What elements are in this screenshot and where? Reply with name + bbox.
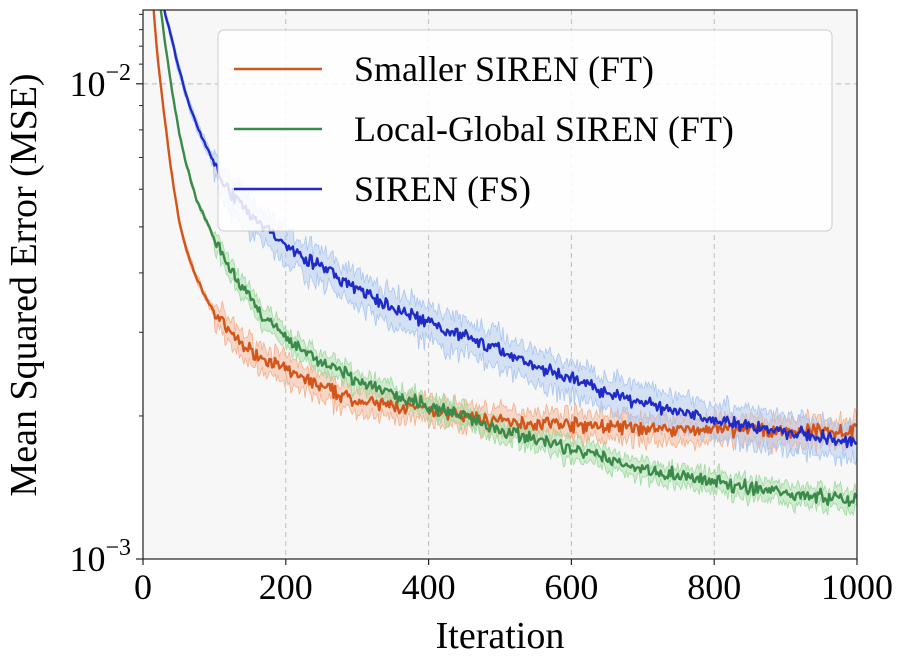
legend-label: Local-Global SIREN (FT) bbox=[354, 109, 734, 149]
legend-label: SIREN (FS) bbox=[354, 169, 531, 209]
x-axis-label: Iteration bbox=[436, 615, 565, 657]
x-tick-label: 0 bbox=[134, 567, 152, 607]
band-series-0 bbox=[153, 9, 857, 455]
x-tick-label: 800 bbox=[687, 567, 741, 607]
plot-frame bbox=[142, 9, 858, 560]
legend: Smaller SIREN (FT) Local-Global SIREN (FT… bbox=[217, 29, 833, 232]
y-tick-label: 10−2 bbox=[69, 60, 131, 104]
axis-ticks: 0 200 400 600 800 1000 10−2 10−3 bbox=[69, 13, 893, 607]
legend-box bbox=[217, 29, 833, 232]
legend-label: Smaller SIREN (FT) bbox=[354, 49, 654, 89]
y-tick-label: 10−3 bbox=[69, 535, 131, 579]
x-tick-label: 600 bbox=[544, 567, 598, 607]
line-series-1 bbox=[159, 9, 858, 507]
x-tick-label: 1000 bbox=[821, 567, 893, 607]
x-tick-label: 400 bbox=[402, 567, 456, 607]
line-series-2 bbox=[163, 9, 858, 449]
y-axis-label: Mean Squared Error (MSE) bbox=[3, 73, 45, 496]
x-tick-label: 200 bbox=[259, 567, 313, 607]
series-lines bbox=[152, 9, 858, 507]
